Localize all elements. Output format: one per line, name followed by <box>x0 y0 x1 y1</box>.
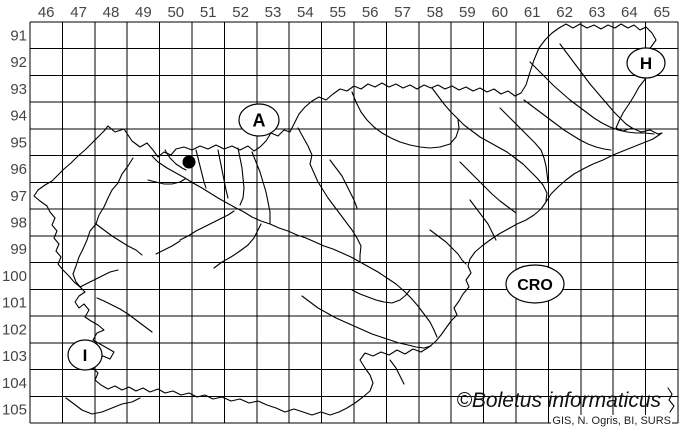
river-path <box>523 99 612 151</box>
grid <box>29 21 679 424</box>
river-path <box>351 289 411 304</box>
map-outline-group <box>33 23 675 416</box>
column-label: 60 <box>491 4 508 21</box>
river-path <box>667 387 675 413</box>
river-path <box>351 91 460 149</box>
river-path <box>529 61 655 135</box>
country-border-path <box>33 23 663 416</box>
row-label: 100 <box>2 268 27 285</box>
river-path <box>151 155 438 338</box>
hungary-label: H <box>640 54 652 73</box>
river-path <box>95 223 143 256</box>
river-path <box>79 269 119 288</box>
column-label: 51 <box>200 4 217 21</box>
river-path <box>469 199 497 241</box>
column-label: 62 <box>556 4 573 21</box>
river-path <box>195 149 207 189</box>
row-label: 92 <box>10 54 27 71</box>
croatia-oval <box>505 264 565 304</box>
source-credit-text: GIS, N. Ogris, BI, SURS <box>551 414 672 427</box>
row-label: 99 <box>10 241 27 258</box>
row-axis: 91 92 93 94 95 96 97 98 99 100 101 102 103 104 105 <box>2 27 27 418</box>
column-label: 52 <box>232 4 249 21</box>
column-label: 57 <box>394 4 411 21</box>
column-label: 53 <box>265 4 282 21</box>
row-label: 95 <box>10 134 27 151</box>
column-label: 61 <box>524 4 541 21</box>
row-label: 94 <box>10 108 27 125</box>
river-path <box>65 397 141 415</box>
river-path <box>251 151 271 225</box>
river-path <box>297 127 362 263</box>
row-label: 102 <box>2 321 27 338</box>
river-path <box>329 159 358 209</box>
river-path <box>96 297 153 333</box>
river-path <box>217 149 229 199</box>
river-path <box>213 223 262 269</box>
row-label: 105 <box>2 402 27 419</box>
column-label: 50 <box>167 4 184 21</box>
column-label: 58 <box>427 4 444 21</box>
column-label: 64 <box>621 4 638 21</box>
river-path <box>301 295 432 349</box>
row-label: 104 <box>2 375 27 392</box>
river-path <box>559 43 633 129</box>
row-label: 93 <box>10 81 27 98</box>
river-path <box>147 178 186 185</box>
river-path <box>164 149 187 171</box>
column-label: 59 <box>459 4 476 21</box>
river-path <box>389 359 405 385</box>
river-path <box>179 210 235 241</box>
hungary-oval <box>626 47 666 79</box>
column-label: 54 <box>297 4 314 21</box>
river-path <box>155 240 181 255</box>
column-label: 65 <box>653 4 670 21</box>
column-label: 46 <box>38 4 55 21</box>
row-label: 103 <box>2 348 27 365</box>
austria-label: A <box>253 110 266 130</box>
record-dot <box>182 155 196 169</box>
column-label: 49 <box>135 4 152 21</box>
river-path <box>237 147 245 206</box>
croatia-label: CRO <box>517 277 553 294</box>
austria-oval <box>238 103 280 137</box>
column-label: 48 <box>103 4 120 21</box>
rivers-group <box>65 43 675 415</box>
italy-label: I <box>83 346 88 365</box>
river-path <box>431 87 548 202</box>
column-label: 63 <box>589 4 606 21</box>
river-path <box>499 107 549 183</box>
italy-oval <box>67 339 103 371</box>
row-label: 97 <box>10 188 27 205</box>
row-label: 98 <box>10 215 27 232</box>
row-label: 91 <box>10 27 27 44</box>
column-axis: 46 47 48 49 50 51 52 53 54 55 56 57 58 59 60 61 62 63 64 65 <box>38 4 670 21</box>
watermark-text: ©Boletus informaticus <box>456 389 661 412</box>
column-label: 47 <box>70 4 87 21</box>
river-path <box>459 161 517 214</box>
river-path <box>429 229 467 265</box>
row-label: 96 <box>10 161 27 178</box>
column-label: 56 <box>362 4 379 21</box>
neighbor-country-labels: A H CRO I <box>67 47 666 371</box>
column-label: 55 <box>329 4 346 21</box>
row-label: 101 <box>2 295 27 312</box>
river-path <box>72 157 134 290</box>
record-markers <box>182 155 196 169</box>
